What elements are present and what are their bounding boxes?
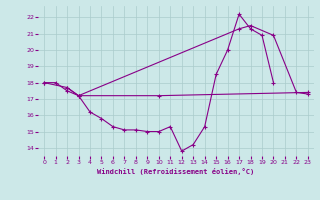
X-axis label: Windchill (Refroidissement éolien,°C): Windchill (Refroidissement éolien,°C) bbox=[97, 168, 255, 175]
